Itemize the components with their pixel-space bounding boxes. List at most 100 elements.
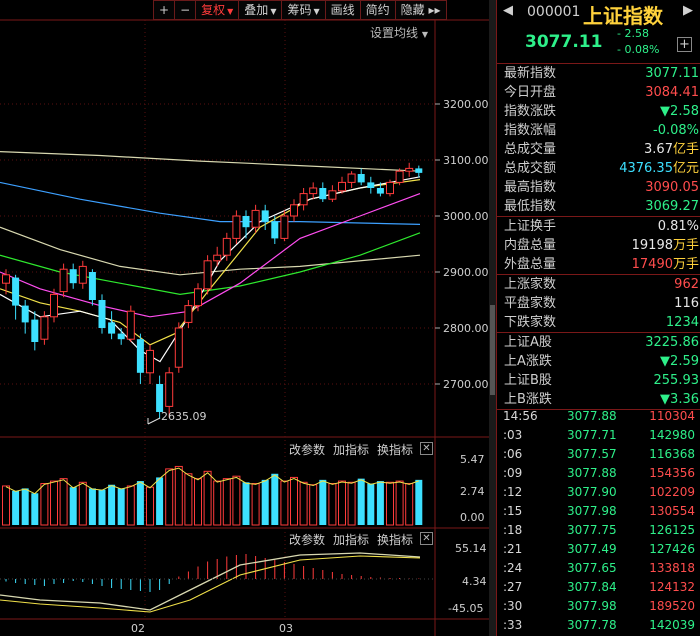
volume-bar [299,481,308,526]
tick-row: :27 3077.84 124132 [497,578,700,597]
vol-close-icon[interactable]: ✕ [420,442,433,455]
add-watchlist-button[interactable]: + [677,37,692,52]
price-axis-3100: 3100.00 [443,154,489,167]
chart-toolbar: + − 复权 ▼ 叠加 ▼ 筹码 ▼ 画线 简约 隐藏 ▸▸ [153,0,447,20]
tick-row: :09 3077.88 154356 [497,464,700,483]
x-axis-mar: 03 [279,622,293,635]
tick-price: 3077.88 [567,409,617,423]
volume-bar [59,478,68,526]
stat-row: 下跌家数 1234 [497,313,700,332]
tick-volume: 116368 [649,447,695,461]
hide-button[interactable]: 隐藏 ▸▸ [395,0,447,20]
stat-value: 3225.86 [645,333,699,352]
tick-time: :15 [503,504,523,518]
candle-body [2,274,10,284]
stat-number: 19198 [631,238,673,253]
candle-body [405,167,414,172]
candle-body [357,174,365,183]
stat-number: 3069.27 [645,199,699,214]
candle-body [309,187,318,195]
stat-number: ▼3.36 [660,392,699,407]
stat-label: 上B涨跌 [504,392,552,407]
volume-bar [69,487,77,525]
ma-settings-button[interactable]: 设置均线 ▼ [370,26,428,40]
tick-volume: 189520 [649,599,695,613]
stat-number: ▼2.58 [660,104,699,119]
candle-body [59,268,68,293]
vol-switch-indicator-button[interactable]: 换指标 [377,443,414,457]
zoom-in-button[interactable]: + [153,0,176,20]
volume-bar [347,481,356,526]
candle-body [12,277,20,306]
stat-label: 内盘总量 [504,238,557,253]
tick-list[interactable]: 14:56 3077.88 110304:03 3077.71 142980:06 307… [497,407,700,636]
simple-button[interactable]: 简约 [360,0,396,20]
candle-body [222,237,231,256]
tick-row: :06 3077.57 116368 [497,445,700,464]
draw-line-button[interactable]: 画线 [325,0,361,20]
volume-bar [395,480,404,526]
overlay-button[interactable]: 叠加 ▼ [239,0,283,20]
tick-price: 3077.49 [567,542,617,556]
stat-number: 3225.86 [645,335,699,350]
volume-bar [88,488,96,525]
volume-bar [203,470,212,526]
prev-stock-icon[interactable]: ◀ [503,3,513,18]
fuquan-button[interactable]: 复权 ▼ [196,0,240,20]
stat-row: 最高指数 3090.05 [497,178,700,197]
candle-body [367,182,375,188]
tick-volume: 154356 [649,466,695,480]
chips-button[interactable]: 筹码 ▼ [282,0,326,20]
volume-bar [405,483,414,526]
tick-row: :15 3077.98 130554 [497,502,700,521]
candle-body [78,265,87,284]
stat-number: 116 [674,296,699,311]
splitter-handle[interactable] [490,305,495,395]
candle-body [31,319,39,342]
vol-edit-params-button[interactable]: 改参数 [289,443,326,457]
stat-number: 17490 [631,257,673,272]
stat-label: 外盘总量 [504,257,557,272]
volume-bar [328,483,337,526]
tick-time: 14:56 [503,409,538,423]
tick-row: :18 3077.75 126125 [497,521,700,540]
tick-volume: 127426 [649,542,695,556]
ma120-line [0,151,421,172]
candle-body [386,181,394,195]
stat-row: 指数涨幅 -0.08% [497,121,700,140]
tick-price: 3077.98 [567,504,617,518]
zoom-out-button[interactable]: − [175,0,197,20]
vol-add-indicator-button[interactable]: 加指标 [333,443,370,457]
candle-body [88,272,96,300]
stat-value: 3090.05 [645,178,699,197]
stat-row: 总成交额 4376.35亿元 [497,159,700,178]
candle-body [108,322,116,334]
volume-bar [232,475,241,526]
tick-price: 3077.98 [567,599,617,613]
kline-chart[interactable]: 2635.09 [0,0,489,636]
macd-switch-indicator-button[interactable]: 换指标 [377,533,414,547]
volume-bar [213,480,222,526]
volume-bar [386,481,394,526]
stat-unit: 万手 [672,257,699,272]
candle-body [347,173,356,183]
stat-number: 3090.05 [645,180,699,195]
candle-body [290,204,298,217]
volume-bar [50,480,58,526]
candle-body [280,215,289,239]
candle-body [117,333,125,340]
next-stock-icon[interactable]: ▶ [683,3,693,18]
macd-edit-params-button[interactable]: 改参数 [289,533,326,547]
stat-label: 总成交额 [504,161,557,176]
chart-area[interactable]: 2635.09 + − 复权 ▼ 叠加 ▼ 筹码 ▼ 画线 简约 隐藏 ▸▸ 设置均线… [0,0,492,636]
volume-bar [338,480,346,526]
macd-add-indicator-button[interactable]: 加指标 [333,533,370,547]
macd-close-icon[interactable]: ✕ [420,532,433,545]
volume-bar [98,489,106,525]
stat-number: -0.08% [653,123,699,138]
vol-ma-line [5,467,419,495]
stat-value: 3084.41 [645,83,699,102]
stats-turnover: 上证换手 0.81% 内盘总量 19198万手 外盘总量 17490万手 [497,217,700,275]
x-axis-feb: 02 [131,622,145,635]
volume-bar [108,484,116,525]
